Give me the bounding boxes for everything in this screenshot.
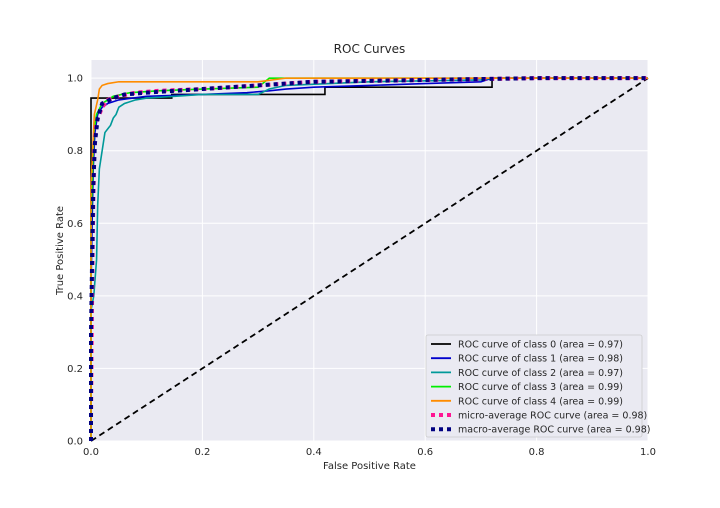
y-tick-label: 0.6 — [67, 219, 83, 230]
legend-entry: ROC curve of class 4 (area = 0.99) — [458, 396, 623, 407]
legend-box — [425, 334, 643, 438]
y-tick-label: 0.4 — [67, 291, 83, 302]
chart-title: ROC Curves — [334, 42, 406, 56]
series-line — [90, 77, 648, 441]
legend-entry: macro-average ROC curve (area = 0.98) — [458, 425, 650, 436]
y-tick-label: 0.2 — [67, 364, 83, 375]
series-line — [89, 76, 648, 441]
x-tick-label: 0.4 — [306, 447, 322, 458]
tick-labels: 0.0 0.2 0.4 0.6 0.8 1.0 0.0 0.2 0.4 0.6 0.8 1.0 — [67, 74, 656, 458]
x-axis-label: False Positive Rate — [323, 461, 416, 472]
y-tick-label: 0.8 — [67, 146, 83, 157]
x-tick-label: 1.0 — [640, 447, 656, 458]
grid — [90, 60, 649, 442]
legend: ROC curve of class 0 (area = 0.97) ROC cu… — [425, 334, 650, 438]
y-tick-label: 1.0 — [67, 74, 83, 85]
series-line — [89, 76, 648, 441]
y-axis-label: True Positive Rate — [55, 206, 66, 296]
y-tick-label: 0.0 — [67, 437, 83, 448]
x-tick-label: 0.6 — [417, 447, 433, 458]
legend-entry: micro-average ROC curve (area = 0.98) — [458, 411, 647, 422]
legend-entry: ROC curve of class 1 (area = 0.98) — [458, 354, 623, 365]
legend-entry: ROC curve of class 2 (area = 0.97) — [458, 368, 623, 379]
legend-entry: ROC curve of class 3 (area = 0.99) — [458, 382, 623, 393]
x-tick-label: 0.8 — [529, 447, 545, 458]
x-tick-label: 0.2 — [194, 447, 210, 458]
legend-entry: ROC curve of class 0 (area = 0.97) — [458, 340, 623, 351]
chance-diagonal-line — [90, 77, 649, 442]
x-tick-label: 0.0 — [83, 447, 99, 458]
series-line — [90, 77, 648, 441]
series-layer — [89, 76, 649, 442]
